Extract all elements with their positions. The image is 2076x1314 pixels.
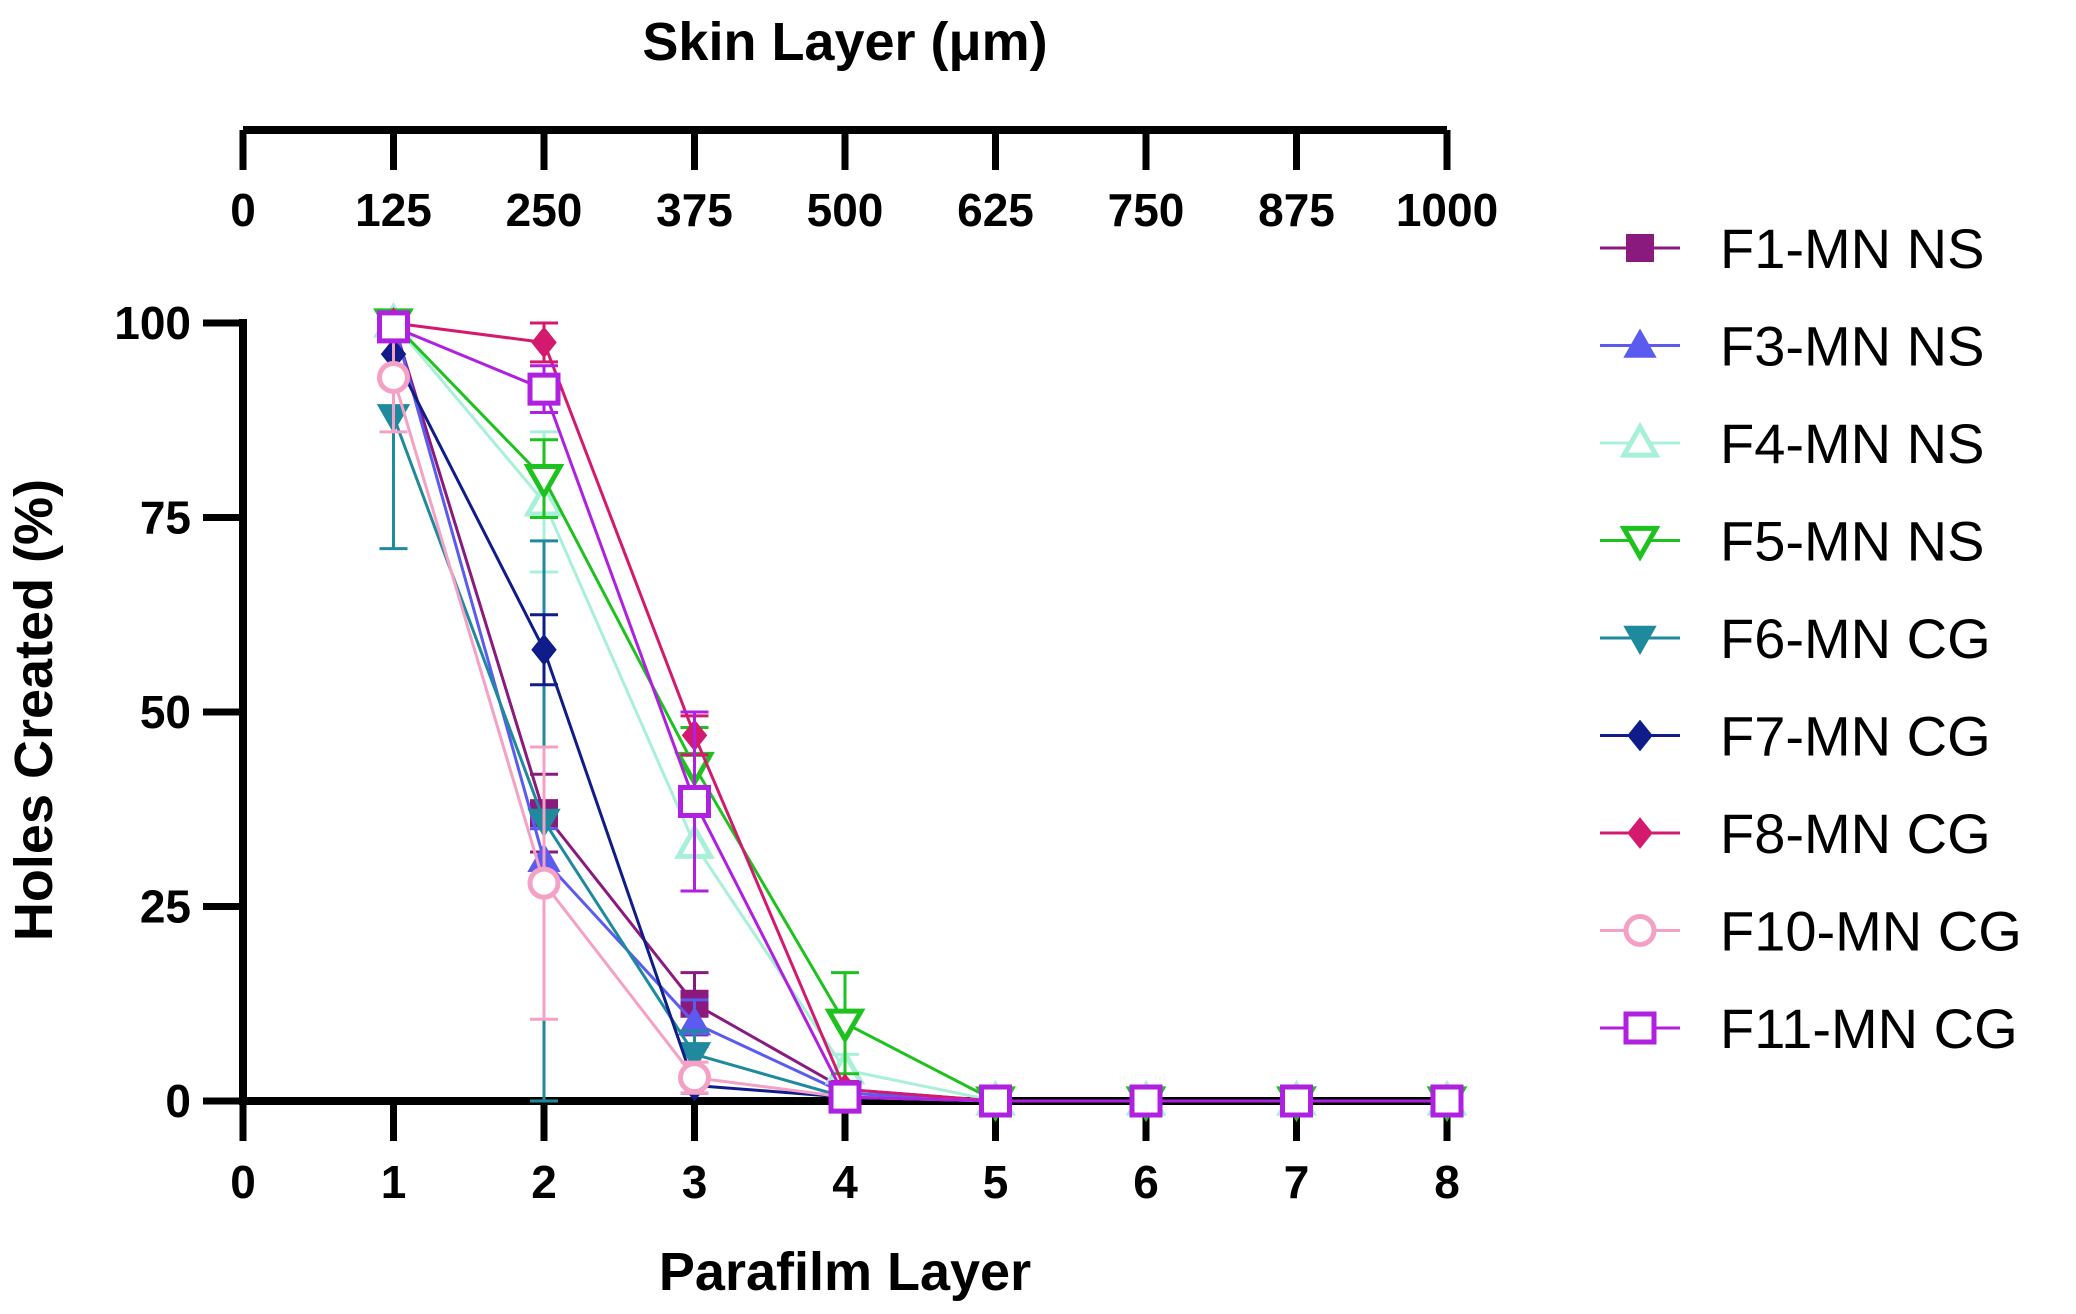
legend-item-1: F1-MN NS bbox=[1600, 217, 1984, 280]
x-tick-label: 2 bbox=[531, 1156, 557, 1208]
plot-axes: 0 1 2 3 4 5 6 7 8 0 25 50 75 100 bbox=[114, 297, 1460, 1208]
data-point bbox=[1430, 1084, 1464, 1118]
legend-item-5: F6-MN CG bbox=[1600, 607, 1991, 670]
x-tick-label: 7 bbox=[1284, 1156, 1310, 1208]
data-point bbox=[377, 360, 410, 394]
legend-item-3: F4-MN NS bbox=[1600, 412, 1984, 475]
data-point bbox=[527, 372, 561, 406]
data-point bbox=[677, 1042, 712, 1072]
top-tick-label: 500 bbox=[807, 184, 884, 236]
top-tick-label: 750 bbox=[1108, 184, 1185, 236]
y-tick-label: 75 bbox=[140, 492, 191, 544]
data-point bbox=[531, 633, 557, 666]
x-tick-label: 0 bbox=[230, 1156, 256, 1208]
series-5 bbox=[376, 321, 1464, 1118]
legend-label: F1-MN NS bbox=[1720, 217, 1984, 280]
x-tick-label: 5 bbox=[983, 1156, 1009, 1208]
legend-marker bbox=[1627, 817, 1653, 849]
top-tick-label: 375 bbox=[656, 184, 733, 236]
legend-item-8: F10-MN CG bbox=[1600, 900, 2022, 963]
legend-marker bbox=[1623, 1011, 1657, 1045]
x-tick-label: 4 bbox=[832, 1156, 858, 1208]
legend-label: F4-MN NS bbox=[1720, 412, 1984, 475]
legend-label: F7-MN CG bbox=[1720, 705, 1991, 768]
top-axis-title: Skin Layer (μm) bbox=[642, 12, 1047, 72]
data-point bbox=[979, 1084, 1012, 1118]
legend-marker bbox=[1623, 328, 1657, 358]
data-point bbox=[678, 1061, 711, 1095]
series-line bbox=[392, 325, 1447, 1103]
y-axis-title: Holes Created (%) bbox=[4, 479, 64, 941]
legend-marker bbox=[1619, 421, 1661, 458]
legend-label: F10-MN CG bbox=[1720, 900, 2022, 963]
top-tick-label: 1000 bbox=[1396, 184, 1498, 236]
x-tick-label: 6 bbox=[1133, 1156, 1159, 1208]
legend-label: F11-MN CG bbox=[1720, 997, 2018, 1060]
legend-item-9: F11-MN CG bbox=[1600, 997, 2018, 1060]
legend-label: F6-MN CG bbox=[1720, 607, 1991, 670]
data-point bbox=[1129, 1084, 1163, 1118]
legend-label: F3-MN NS bbox=[1720, 315, 1984, 378]
legend-marker bbox=[1619, 525, 1661, 562]
series-8 bbox=[377, 321, 1464, 1118]
top-tick-label: 875 bbox=[1258, 184, 1335, 236]
x-tick-label: 1 bbox=[381, 1156, 407, 1208]
top-tick-label: 250 bbox=[506, 184, 583, 236]
data-point bbox=[377, 310, 410, 344]
legend-item-2: F3-MN NS bbox=[1600, 315, 1984, 378]
legend-label: F5-MN NS bbox=[1720, 510, 1984, 573]
top-tick-label: 625 bbox=[957, 184, 1034, 236]
series-3 bbox=[373, 301, 1468, 1116]
series-6 bbox=[379, 321, 1460, 1117]
x-tick-label: 8 bbox=[1434, 1156, 1460, 1208]
top-tick-label: 125 bbox=[355, 184, 432, 236]
series-9 bbox=[377, 310, 1464, 1118]
top-axis: 0 125 250 375 500 625 750 875 1000 bbox=[230, 126, 1498, 236]
data-point bbox=[828, 1080, 862, 1114]
data-point bbox=[1280, 1084, 1313, 1118]
data-point bbox=[824, 1008, 866, 1045]
y-tick-label: 25 bbox=[140, 881, 191, 933]
legend-item-4: F5-MN NS bbox=[1600, 510, 1984, 573]
legend-marker bbox=[1627, 719, 1653, 752]
series-layer bbox=[373, 301, 1468, 1123]
legend-marker bbox=[1623, 625, 1657, 655]
data-point bbox=[531, 326, 557, 359]
legend-marker bbox=[1623, 914, 1657, 947]
legend: F1-MN NS F3-MN NS F4-MN NS F5-MN NS F6-MN CG… bbox=[1600, 217, 2022, 1060]
data-point bbox=[527, 866, 561, 900]
top-tick-label: 0 bbox=[230, 184, 256, 236]
y-tick-label: 100 bbox=[114, 297, 191, 349]
legend-item-7: F8-MN CG bbox=[1600, 802, 1991, 865]
legend-label: F8-MN CG bbox=[1720, 802, 1991, 865]
legend-marker bbox=[1626, 234, 1654, 262]
data-point bbox=[523, 464, 565, 500]
x-tick-label: 3 bbox=[682, 1156, 708, 1208]
legend-item-6: F7-MN CG bbox=[1600, 705, 1991, 768]
data-point bbox=[678, 784, 711, 818]
series-2 bbox=[376, 306, 1464, 1114]
y-tick-label: 50 bbox=[140, 686, 191, 738]
x-axis-title: Parafilm Layer bbox=[659, 1242, 1031, 1302]
y-tick-label: 0 bbox=[165, 1075, 191, 1127]
